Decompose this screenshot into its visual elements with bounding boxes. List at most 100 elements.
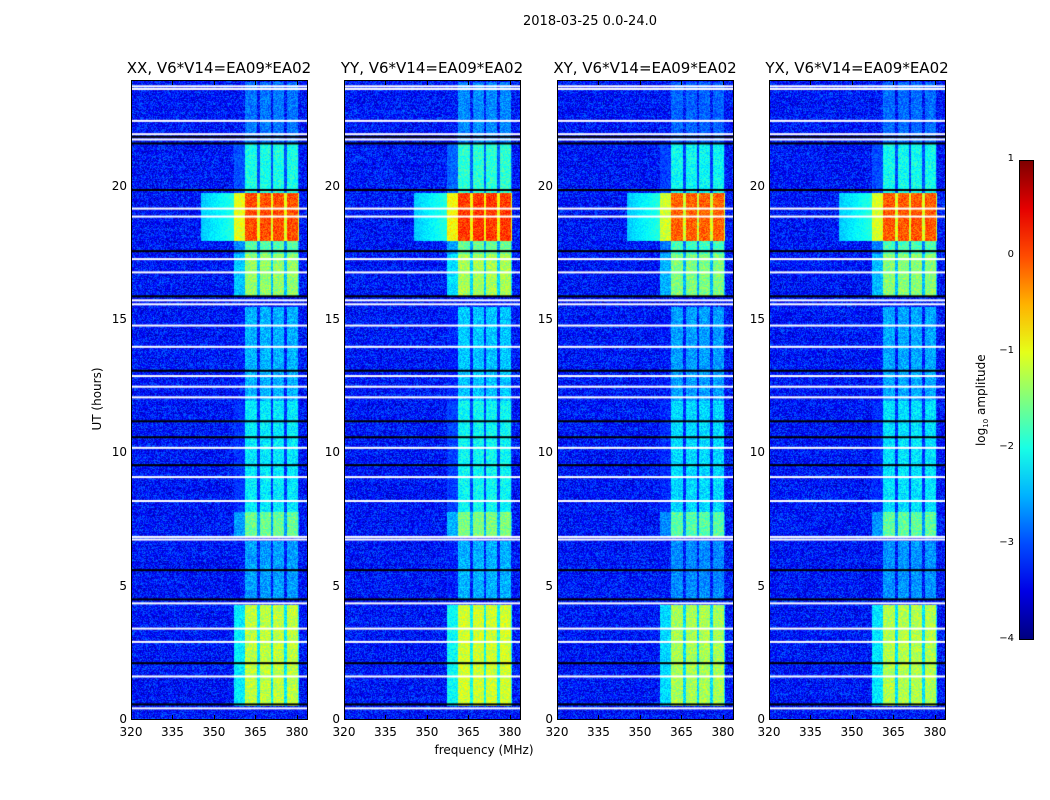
- x-tick-mark: [255, 80, 257, 85]
- spectrogram-panel: [557, 80, 734, 720]
- x-tick-mark: [426, 80, 428, 85]
- x-tick-mark: [344, 715, 345, 720]
- y-tick-label: 15: [111, 312, 127, 326]
- x-tick-label: 320: [757, 725, 781, 739]
- x-tick-mark: [722, 715, 724, 720]
- heatmap-canvas: [132, 81, 307, 719]
- y-tick-label: 20: [324, 178, 340, 193]
- x-tick-mark: [769, 715, 770, 720]
- x-tick-label: 350: [415, 725, 439, 739]
- figure-title: 2018-03-25 0.0-24.0: [523, 14, 657, 29]
- panel-title: XY, V6*V14=EA09*EA02: [553, 59, 737, 77]
- y-tick-label: 0: [757, 712, 765, 726]
- y-tick-label: 5: [332, 578, 340, 593]
- x-tick-label: 335: [374, 725, 397, 739]
- x-tick-mark: [769, 80, 770, 85]
- x-tick-label: 320: [332, 725, 356, 739]
- x-tick-label: 365: [670, 725, 693, 739]
- spectrogram-panel: [131, 80, 308, 720]
- x-tick-label: 335: [161, 725, 184, 739]
- y-tick-label: 15: [324, 312, 340, 326]
- x-tick-mark: [468, 715, 470, 720]
- x-tick-mark: [172, 715, 174, 720]
- x-tick-label: 380: [923, 725, 947, 739]
- x-tick-label: 365: [882, 725, 905, 739]
- x-tick-label: 350: [628, 725, 652, 739]
- spectrogram-panel: [769, 80, 946, 720]
- x-tick-mark: [810, 80, 812, 85]
- colorbar: [1019, 160, 1034, 640]
- x-tick-mark: [893, 80, 895, 85]
- y-tick-label: 10: [749, 445, 765, 460]
- panel-title: YX, V6*V14=EA09*EA02: [765, 59, 949, 77]
- x-tick-mark: [681, 80, 683, 85]
- x-tick-mark: [213, 715, 215, 720]
- x-tick-mark: [598, 715, 600, 720]
- x-tick-mark: [509, 715, 511, 720]
- y-axis-label: UT (hours): [90, 367, 104, 431]
- x-tick-label: 350: [202, 725, 226, 739]
- x-tick-label: 380: [285, 725, 309, 739]
- x-tick-mark: [385, 80, 387, 85]
- x-tick-mark: [385, 715, 387, 720]
- x-tick-mark: [639, 715, 641, 720]
- heatmap-canvas: [558, 81, 733, 719]
- colorbar-tick-label: −4: [999, 633, 1014, 644]
- x-tick-label: 320: [545, 725, 569, 739]
- x-tick-mark: [509, 80, 511, 85]
- colorbar-tick-label: 1: [1007, 153, 1014, 164]
- x-tick-label: 380: [498, 725, 522, 739]
- x-tick-mark: [810, 715, 812, 720]
- x-tick-mark: [934, 80, 936, 85]
- y-tick-label: 5: [119, 578, 127, 593]
- colorbar-tick-label: 0: [1007, 249, 1014, 260]
- x-tick-mark: [296, 80, 298, 85]
- x-tick-mark: [893, 715, 895, 720]
- x-tick-mark: [851, 80, 853, 85]
- colorbar-tick-label: −3: [999, 537, 1014, 548]
- x-tick-label: 335: [799, 725, 822, 739]
- x-tick-mark: [296, 715, 298, 720]
- x-tick-mark: [213, 80, 215, 85]
- y-tick-label: 20: [111, 178, 127, 193]
- x-tick-mark: [681, 715, 683, 720]
- x-axis-label: frequency (MHz): [434, 743, 534, 757]
- x-tick-mark: [426, 715, 428, 720]
- x-tick-label: 365: [457, 725, 480, 739]
- y-tick-label: 15: [537, 312, 553, 326]
- colorbar-label: log10 amplitude: [973, 354, 991, 447]
- x-tick-mark: [722, 80, 724, 85]
- y-tick-label: 20: [749, 178, 765, 193]
- x-tick-mark: [934, 715, 936, 720]
- y-tick-label: 10: [537, 445, 553, 460]
- colorbar-tick-label: −1: [999, 345, 1014, 356]
- y-tick-label: 0: [332, 712, 340, 726]
- y-tick-label: 5: [545, 578, 553, 593]
- heatmap-canvas: [345, 81, 520, 719]
- y-tick-label: 10: [111, 445, 127, 460]
- x-tick-label: 380: [711, 725, 735, 739]
- x-tick-mark: [598, 80, 600, 85]
- x-tick-label: 365: [244, 725, 267, 739]
- y-tick-label: 10: [324, 445, 340, 460]
- x-tick-mark: [639, 80, 641, 85]
- y-tick-label: 15: [749, 312, 765, 326]
- y-tick-label: 5: [757, 578, 765, 593]
- panel-title: XX, V6*V14=EA09*EA02: [126, 59, 312, 77]
- x-tick-mark: [468, 80, 470, 85]
- x-tick-mark: [344, 80, 345, 85]
- x-tick-label: 335: [587, 725, 610, 739]
- x-tick-mark: [255, 715, 257, 720]
- y-tick-label: 0: [545, 712, 553, 726]
- panel-title: YY, V6*V14=EA09*EA02: [340, 59, 524, 77]
- x-tick-mark: [557, 80, 558, 85]
- x-tick-mark: [851, 715, 853, 720]
- x-tick-mark: [172, 80, 174, 85]
- spectrogram-panel: [344, 80, 521, 720]
- x-tick-mark: [131, 80, 132, 85]
- x-tick-label: 350: [840, 725, 864, 739]
- x-tick-label: 320: [119, 725, 143, 739]
- x-tick-mark: [557, 715, 558, 720]
- y-tick-label: 0: [119, 712, 127, 726]
